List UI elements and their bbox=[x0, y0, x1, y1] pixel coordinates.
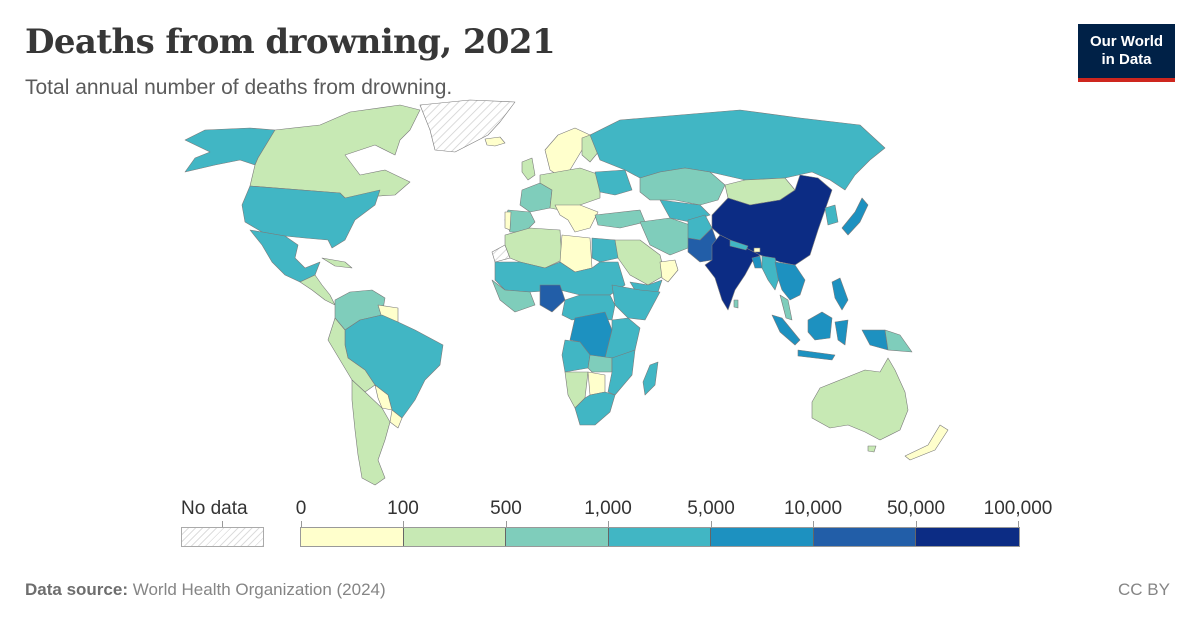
region-korea[interactable] bbox=[824, 204, 839, 226]
legend-tick bbox=[608, 521, 609, 528]
region-japan[interactable] bbox=[841, 197, 869, 236]
world-map[interactable] bbox=[0, 95, 1200, 495]
region-portugal[interactable] bbox=[504, 211, 512, 231]
region-australia[interactable] bbox=[811, 357, 909, 441]
chart-subtitle: Total annual number of deaths from drown… bbox=[25, 76, 453, 99]
legend-bin-10000-50000[interactable] bbox=[813, 528, 916, 546]
legend-bin-100-500[interactable] bbox=[403, 528, 506, 546]
legend-no-data-swatch[interactable] bbox=[181, 527, 264, 547]
region-nepal[interactable] bbox=[729, 239, 749, 251]
region-iceland[interactable] bbox=[484, 136, 506, 147]
legend-tick bbox=[1018, 521, 1019, 528]
region-sulawesi[interactable] bbox=[834, 319, 849, 346]
region-tasmania[interactable] bbox=[867, 445, 877, 453]
region-saudi-arabia[interactable] bbox=[611, 239, 666, 286]
legend-tick-label: 5,000 bbox=[687, 498, 735, 519]
logo-line-2: in Data bbox=[1101, 51, 1152, 68]
data-source: Data source: World Health Organization (… bbox=[25, 580, 386, 600]
legend-bin-50000-100000[interactable] bbox=[916, 528, 1019, 546]
legend-tick bbox=[506, 521, 507, 528]
region-russia[interactable] bbox=[589, 109, 886, 191]
region-turkey[interactable] bbox=[594, 209, 646, 229]
region-central-america[interactable] bbox=[299, 274, 336, 306]
region-papua-new-guinea[interactable] bbox=[884, 329, 913, 353]
region-bhutan[interactable] bbox=[753, 247, 761, 253]
legend-tick bbox=[813, 521, 814, 528]
region-new-guinea-indonesia[interactable] bbox=[861, 329, 889, 351]
legend-tick bbox=[916, 521, 917, 528]
legend-tick-label: 50,000 bbox=[886, 498, 946, 519]
legend-bin-1000-5000[interactable] bbox=[608, 528, 711, 546]
legend-tick-label: 100,000 bbox=[983, 498, 1053, 519]
license-link[interactable]: CC BY bbox=[1118, 580, 1170, 599]
legend-color-bins bbox=[300, 527, 1020, 547]
region-argentina-chile[interactable] bbox=[351, 379, 391, 486]
region-botswana[interactable] bbox=[587, 371, 606, 396]
region-usa[interactable] bbox=[241, 185, 381, 249]
region-uk[interactable] bbox=[521, 157, 536, 181]
data-source-text[interactable]: World Health Organization (2024) bbox=[132, 580, 386, 599]
data-source-label: Data source: bbox=[25, 580, 128, 599]
legend-tick-label: 10,000 bbox=[783, 498, 843, 519]
region-greenland[interactable] bbox=[419, 99, 516, 153]
region-bangladesh[interactable] bbox=[751, 255, 763, 269]
region-java[interactable] bbox=[797, 349, 836, 361]
region-south-africa[interactable] bbox=[574, 391, 616, 426]
chart-title: Deaths from drowning, 2021 bbox=[25, 22, 556, 62]
region-italy-balkans[interactable] bbox=[554, 204, 599, 233]
owid-logo[interactable]: Our World in Data bbox=[1078, 24, 1175, 82]
legend-tick bbox=[711, 521, 712, 528]
region-west-africa-coast[interactable] bbox=[491, 279, 536, 313]
legend-tick-label: 1,000 bbox=[584, 498, 632, 519]
legend-bin-0-100[interactable] bbox=[301, 528, 404, 546]
region-ukraine-belarus[interactable] bbox=[594, 169, 633, 196]
legend-bin-5000-10000[interactable] bbox=[711, 528, 814, 546]
region-paraguay[interactable] bbox=[374, 384, 393, 411]
region-uruguay[interactable] bbox=[389, 409, 403, 429]
region-cuba[interactable] bbox=[321, 257, 353, 269]
legend-tick bbox=[403, 521, 404, 528]
legend-tick-label: 500 bbox=[490, 498, 522, 519]
logo-line-1: Our World bbox=[1089, 33, 1164, 50]
region-borneo[interactable] bbox=[807, 311, 833, 341]
legend-bin-500-1000[interactable] bbox=[506, 528, 609, 546]
legend-tick bbox=[301, 521, 302, 528]
legend-tick-label: 0 bbox=[295, 498, 307, 519]
region-zambia[interactable] bbox=[587, 354, 613, 373]
legend-no-data-label: No data bbox=[181, 498, 248, 519]
legend-no-data-tick bbox=[222, 521, 223, 527]
region-thailand-indochina[interactable] bbox=[774, 261, 806, 301]
region-malay-peninsula[interactable] bbox=[779, 294, 793, 321]
region-alaska[interactable] bbox=[184, 127, 276, 173]
region-canada[interactable] bbox=[249, 104, 421, 199]
region-egypt[interactable] bbox=[591, 237, 619, 263]
region-mexico[interactable] bbox=[249, 229, 321, 283]
region-sumatra[interactable] bbox=[771, 314, 801, 346]
color-legend: No data 0 100 500 1,000 5,000 10,000 50,… bbox=[0, 495, 1200, 555]
region-sri-lanka[interactable] bbox=[733, 299, 739, 309]
region-kazakhstan[interactable] bbox=[639, 167, 726, 206]
legend-tick-label: 100 bbox=[387, 498, 419, 519]
region-nigeria[interactable] bbox=[539, 284, 566, 313]
region-oman[interactable] bbox=[659, 259, 679, 283]
region-philippines[interactable] bbox=[831, 277, 849, 311]
region-new-zealand[interactable] bbox=[904, 424, 949, 461]
region-madagascar[interactable] bbox=[642, 361, 659, 396]
